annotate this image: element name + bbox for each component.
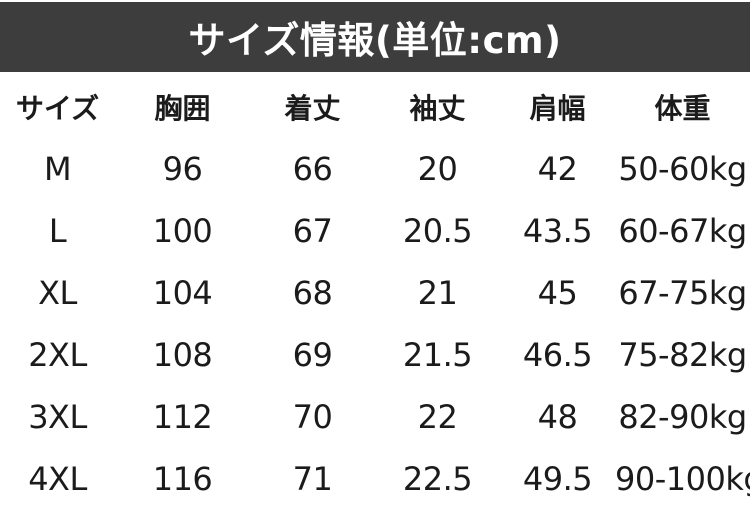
table-row-m: M 96 66 20 42 50-60kg bbox=[0, 138, 750, 200]
cell-size: 3XL bbox=[28, 398, 87, 436]
table-row-xl: XL 104 68 21 45 67-75kg bbox=[0, 262, 750, 324]
cell-chest: 112 bbox=[152, 398, 213, 436]
cell-length: 68 bbox=[292, 274, 333, 312]
cell-weight: 90-100kg bbox=[615, 460, 750, 498]
cell-size: XL bbox=[38, 274, 77, 312]
cell-shoulder: 46.5 bbox=[522, 336, 593, 374]
cell-size: L bbox=[48, 212, 67, 250]
table-row-4xl: 4XL 116 71 22.5 49.5 90-100kg bbox=[0, 448, 750, 510]
column-header-chest: 胸囲 bbox=[154, 92, 211, 125]
page-title: サイズ情報(単位:cm) bbox=[188, 19, 562, 62]
cell-chest: 116 bbox=[152, 460, 213, 498]
table-row-2xl: 2XL 108 69 21.5 46.5 75-82kg bbox=[0, 324, 750, 386]
cell-shoulder: 48 bbox=[537, 398, 578, 436]
cell-weight: 60-67kg bbox=[618, 212, 747, 250]
cell-sleeve: 21 bbox=[417, 274, 458, 312]
column-header-shoulder: 肩幅 bbox=[529, 92, 586, 125]
cell-sleeve: 20 bbox=[417, 150, 458, 188]
cell-shoulder: 49.5 bbox=[522, 460, 593, 498]
cell-chest: 108 bbox=[152, 336, 213, 374]
cell-weight: 75-82kg bbox=[618, 336, 747, 374]
column-header-weight: 体重 bbox=[654, 92, 711, 125]
column-header-size: サイズ bbox=[15, 92, 100, 125]
table-row-3xl: 3XL 112 70 22 48 82-90kg bbox=[0, 386, 750, 448]
cell-sleeve: 22 bbox=[417, 398, 458, 436]
cell-length: 71 bbox=[292, 460, 333, 498]
cell-size: 4XL bbox=[28, 460, 87, 498]
column-header-length: 着丈 bbox=[284, 92, 341, 125]
cell-weight: 67-75kg bbox=[618, 274, 747, 312]
cell-chest: 100 bbox=[152, 212, 213, 250]
cell-length: 70 bbox=[292, 398, 333, 436]
cell-size: M bbox=[43, 150, 72, 188]
cell-weight: 50-60kg bbox=[618, 150, 747, 188]
cell-sleeve: 22.5 bbox=[402, 460, 473, 498]
cell-length: 66 bbox=[292, 150, 333, 188]
cell-shoulder: 45 bbox=[537, 274, 578, 312]
column-header-sleeve: 袖丈 bbox=[409, 92, 466, 125]
cell-weight: 82-90kg bbox=[618, 398, 747, 436]
table-row-l: L 100 67 20.5 43.5 60-67kg bbox=[0, 200, 750, 262]
size-table: サイズ 胸囲 着丈 袖丈 肩幅 体重 M 96 66 20 42 50-60kg… bbox=[0, 76, 750, 510]
cell-size: 2XL bbox=[28, 336, 87, 374]
cell-shoulder: 42 bbox=[537, 150, 578, 188]
title-bar: サイズ情報(単位:cm) bbox=[0, 2, 750, 72]
cell-sleeve: 21.5 bbox=[402, 336, 473, 374]
table-header-row: サイズ 胸囲 着丈 袖丈 肩幅 体重 bbox=[0, 76, 750, 138]
cell-chest: 96 bbox=[162, 150, 203, 188]
cell-shoulder: 43.5 bbox=[522, 212, 593, 250]
cell-sleeve: 20.5 bbox=[402, 212, 473, 250]
cell-length: 67 bbox=[292, 212, 333, 250]
cell-length: 69 bbox=[292, 336, 333, 374]
cell-chest: 104 bbox=[152, 274, 213, 312]
